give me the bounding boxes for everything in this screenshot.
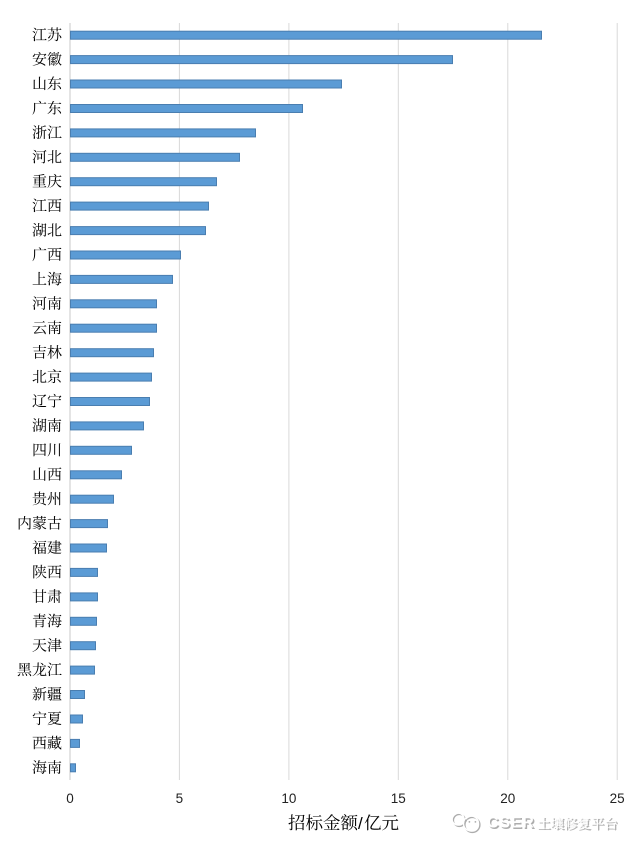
svg-text:20: 20: [500, 791, 515, 806]
svg-text:/: /: [358, 814, 363, 833]
svg-text:CSER: CSER: [487, 815, 535, 832]
svg-text:5: 5: [176, 791, 184, 806]
svg-text:0: 0: [66, 791, 74, 806]
svg-text:15: 15: [391, 791, 406, 806]
svg-text:10: 10: [281, 791, 296, 806]
svg-text:CSER: CSER: [488, 816, 536, 833]
svg-text:25: 25: [610, 791, 625, 806]
